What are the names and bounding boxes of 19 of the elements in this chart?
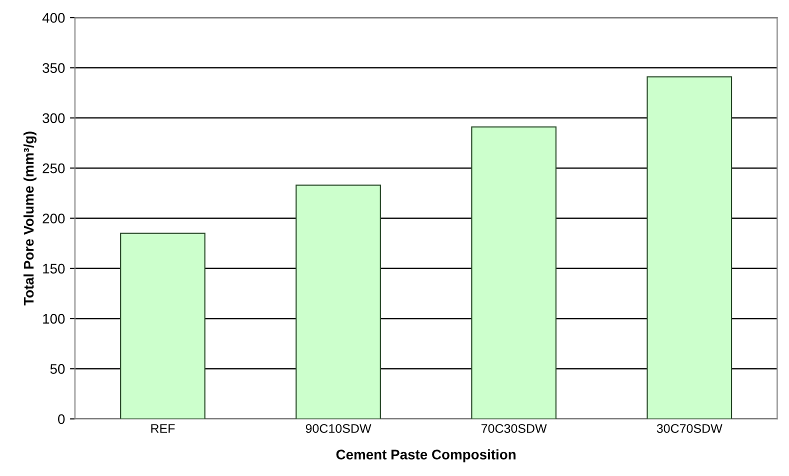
y-tick-label: 400: [42, 12, 65, 23]
bar: [646, 76, 732, 419]
y-tick-label: 300: [42, 113, 65, 124]
bar: [120, 232, 206, 419]
bar: [471, 126, 557, 419]
y-tick-label: 0: [58, 414, 65, 424]
x-tick-label: 90C10SDW: [306, 424, 372, 433]
y-tick-label: 100: [43, 314, 65, 324]
y-tick-label: 350: [42, 63, 65, 73]
y-tick-label: 200: [42, 214, 65, 224]
y-axis-title: Total Pore Volume (mm³/g): [24, 132, 37, 306]
bar: [296, 184, 381, 419]
x-tick-label: 30C70SDW: [656, 424, 722, 433]
y-tick-label: 150: [43, 264, 65, 274]
x-tick-label: 70C30SDW: [481, 424, 547, 433]
x-axis-title: Cement Paste Composition: [336, 449, 516, 462]
x-tick-label: REF: [151, 424, 175, 433]
y-tick-label: 50: [50, 364, 65, 374]
y-tick-label: 250: [42, 163, 65, 174]
